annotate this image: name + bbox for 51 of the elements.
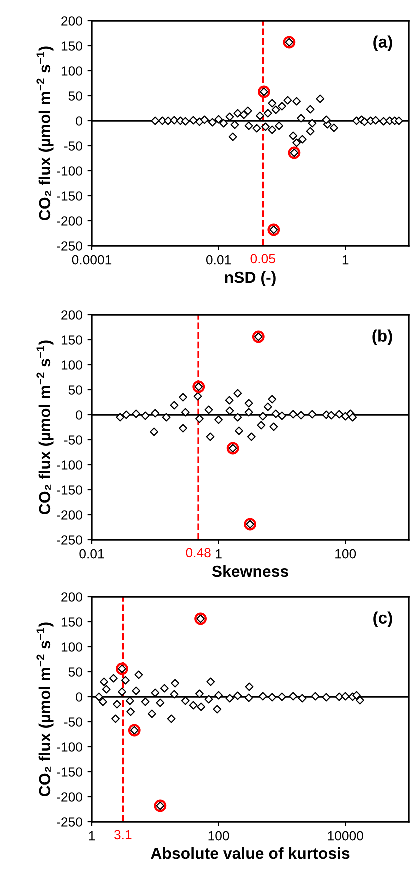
y-axis-title: CO₂ flux (µmol m$^{−2}$ s$^{−1}$): [36, 622, 54, 796]
x-axis-title: Skewness: [212, 565, 288, 578]
y-tick-label: -200: [57, 216, 82, 226]
y-tick-label: -150: [57, 192, 82, 201]
y-tick-label: 0: [76, 116, 82, 126]
annotation: (b): [372, 330, 392, 346]
y-tick-label: -150: [57, 486, 82, 495]
x-tick-label: 1: [89, 832, 96, 841]
x-tick-label: 100: [336, 549, 356, 559]
y-tick-label: 200: [62, 310, 82, 320]
y-axis-title: CO₂ flux (µmol m$^{−2}$ s$^{−1}$): [36, 46, 54, 220]
y-tick-label: 50: [68, 92, 82, 101]
y-tick-label: 0: [76, 692, 82, 702]
y-tick-label: 100: [62, 360, 82, 370]
y-tick-label: 50: [68, 668, 82, 677]
y-tick-label: 200: [62, 16, 82, 26]
x-tick-label: 10000: [328, 831, 364, 841]
y-tick-label: -150: [57, 768, 82, 777]
y-axis-title: CO₂ flux (µmol m$^{−2}$ s$^{−1}$): [36, 340, 54, 514]
ref-line-label: 0.48: [186, 548, 211, 558]
y-tick-label: 0: [76, 410, 82, 420]
ref-line-label: 3.1: [114, 830, 132, 840]
y-tick-label: -50: [64, 436, 82, 445]
y-tick-label: 150: [62, 42, 82, 51]
y-tick-label: -50: [64, 142, 82, 151]
y-tick-label: -250: [57, 536, 82, 545]
x-axis-title: Absolute value of kurtosis: [151, 847, 350, 860]
y-tick-label: -200: [57, 792, 82, 802]
y-tick-label: 200: [62, 592, 82, 602]
x-axis-title: nSD (-): [225, 271, 276, 286]
y-tick-label: -250: [57, 818, 82, 827]
x-tick-label: 0.0001: [72, 255, 112, 265]
y-tick-label: 100: [62, 642, 82, 652]
y-tick-label: 50: [68, 386, 82, 395]
y-tick-label: 150: [62, 618, 82, 627]
y-tick-label: 100: [62, 66, 82, 76]
y-tick-label: -100: [57, 166, 82, 176]
x-tick-label: 1: [216, 550, 222, 559]
y-tick-label: -250: [57, 242, 82, 251]
y-tick-label: -100: [57, 742, 82, 752]
ref-line-label: 0.05: [250, 254, 276, 264]
x-tick-label: 0.01: [80, 549, 104, 559]
y-tick-label: 150: [62, 336, 82, 345]
annotation: (c): [374, 612, 392, 628]
y-tick-label: -100: [57, 460, 82, 470]
y-tick-label: -50: [64, 718, 82, 727]
x-tick-label: 100: [208, 831, 230, 841]
annotation: (a): [374, 36, 392, 52]
x-tick-label: 0.01: [206, 255, 231, 265]
x-tick-label: 1: [342, 256, 349, 265]
y-tick-label: -200: [57, 510, 82, 520]
